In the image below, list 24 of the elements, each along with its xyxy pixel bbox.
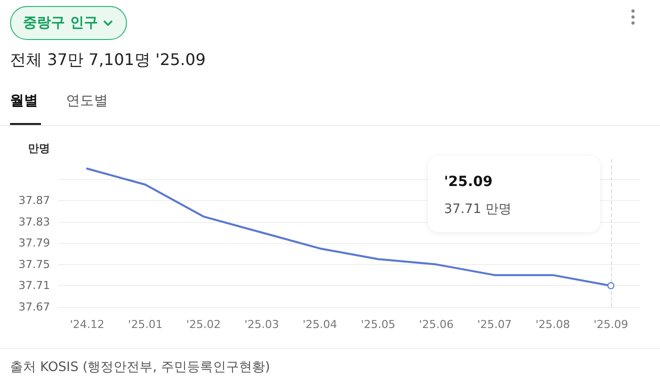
y-tick-label: 37.87 [18, 194, 50, 208]
y-axis-title: 만명 [28, 142, 50, 155]
chart-subtitle: 전체 37만 7,101명 '25.09 [10, 50, 206, 71]
x-tick-label: '25.02 [186, 318, 221, 331]
text: 연도별 [66, 92, 108, 110]
x-tick-label: '25.04 [302, 318, 338, 331]
x-tick-label: '25.03 [244, 318, 279, 331]
y-tick-label: 37.67 [18, 300, 50, 314]
x-tick-label: '25.07 [477, 318, 512, 331]
source-note: 출처 KOSIS (행정안전부, 주민등록인구현황) [10, 359, 270, 376]
x-tick-label: '25.09 [594, 318, 628, 331]
x-tick-label: '25.08 [535, 318, 570, 331]
y-tick-label: 37.79 [18, 236, 50, 250]
text: 월별 [10, 92, 38, 110]
y-tick-label: 37.83 [18, 215, 50, 228]
chart-title: 중랑구 인구 [23, 14, 98, 32]
annotation: '25.09 37.71 만명 [444, 174, 512, 218]
y-tick-label: 37.71 [18, 279, 50, 292]
x-tick-label: '25.05 [360, 318, 396, 331]
tooltip-card: '25.09 37.71 만명 [428, 156, 600, 232]
y-tick-label: 37.75 [18, 258, 50, 271]
x-tick-label: '24.12 [70, 318, 104, 331]
x-tick-label: '25.06 [419, 318, 454, 331]
x-tick-label: '25.01 [128, 318, 163, 331]
